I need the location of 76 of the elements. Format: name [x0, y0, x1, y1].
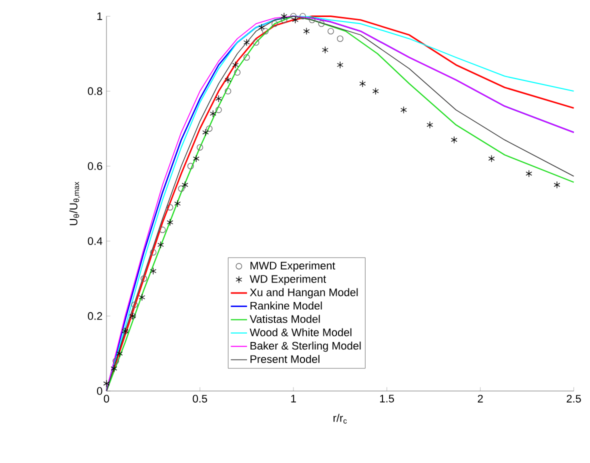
point [292, 16, 298, 24]
point [110, 364, 118, 372]
x-tick-label: 1 [291, 394, 296, 402]
legend-label: Xu and Hangan Model [250, 288, 358, 298]
y-tick-label: 0.2 [88, 312, 102, 320]
legend-label: Vatistas Model [250, 314, 320, 323]
x-tick-label: 2 [478, 394, 483, 402]
point [174, 200, 181, 208]
point [252, 39, 260, 46]
point [157, 240, 164, 248]
point [300, 12, 306, 20]
point [103, 380, 110, 387]
point [280, 12, 288, 20]
point [308, 16, 316, 23]
point [138, 293, 146, 301]
point [112, 358, 120, 364]
point [159, 226, 166, 233]
x-tick-label: 0.5 [192, 394, 208, 402]
point [150, 248, 156, 256]
point [359, 80, 366, 88]
point [488, 154, 495, 162]
y-tick-label: 0.4 [88, 236, 102, 245]
point [243, 38, 250, 46]
point [206, 125, 212, 132]
point [526, 170, 532, 178]
point [280, 16, 288, 23]
point [322, 46, 328, 54]
point [450, 136, 458, 144]
legend-label: Baker & Sterling Model [250, 341, 361, 352]
point [372, 87, 379, 95]
point [182, 180, 188, 188]
point [210, 110, 216, 118]
point [400, 106, 407, 114]
point [187, 162, 194, 170]
point [272, 20, 278, 27]
point [215, 94, 222, 102]
point [202, 128, 209, 136]
point [243, 54, 250, 60]
point [303, 27, 310, 35]
point [232, 61, 239, 68]
legend-label: Rankine Model [250, 301, 322, 310]
point [258, 24, 265, 31]
point [290, 12, 297, 20]
point [196, 144, 204, 150]
y-tick-label: 0 [97, 386, 102, 395]
point [166, 204, 174, 210]
point [116, 350, 123, 357]
legend-label: Present Model [250, 354, 320, 363]
legend-label: Wood & White Model [250, 328, 352, 336]
y-tick-label: 0.8 [88, 87, 102, 95]
point [318, 20, 325, 27]
point [192, 154, 200, 162]
x-tick-label: 0 [104, 394, 110, 402]
point [328, 28, 334, 34]
point [262, 28, 269, 34]
point [224, 88, 232, 94]
point [336, 61, 344, 68]
point [131, 301, 138, 308]
x-tick-label: 1.5 [380, 394, 394, 402]
legend-label: MWD Experiment [250, 261, 336, 272]
point [426, 120, 434, 128]
point [234, 68, 241, 76]
point [215, 106, 222, 113]
x-tick-label: 2.5 [566, 394, 581, 402]
point [178, 185, 184, 192]
y-axis-title: U$_{θ}$/U$_{θ,max}$ [69, 182, 80, 225]
point [166, 218, 174, 226]
x-axis-title: r/r$_{c}$ [334, 414, 347, 424]
point [336, 35, 344, 42]
point [150, 267, 156, 275]
y-tick-label: 0.6 [88, 162, 102, 170]
point [224, 76, 232, 84]
legend-label: WD Experiment [250, 274, 326, 285]
point [140, 275, 148, 282]
y-tick-label: 1 [97, 12, 102, 20]
point [554, 180, 560, 188]
